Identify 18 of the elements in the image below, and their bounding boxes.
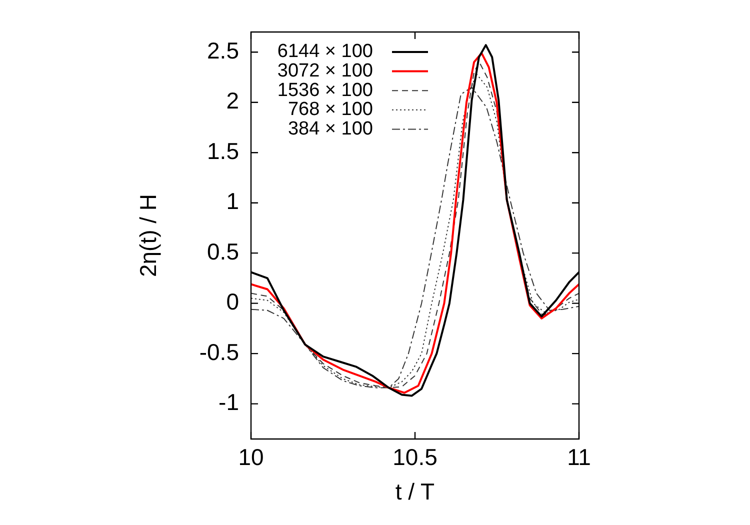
x-tick-label: 10.5 xyxy=(392,444,438,470)
x-axis-title: t / T xyxy=(395,478,435,505)
y-tick-label: -0.5 xyxy=(199,338,239,365)
y-tick-label: 2 xyxy=(226,88,239,114)
y-axis-title: 2η(t) / H xyxy=(135,194,162,278)
y-tick-label: -1 xyxy=(218,389,239,416)
x-tick-label: 10 xyxy=(238,444,264,470)
legend-label: 3072 × 100 xyxy=(277,60,373,82)
legend-label: 384 × 100 xyxy=(288,118,373,140)
y-tick-label: 1 xyxy=(226,188,239,214)
legend-label: 1536 × 100 xyxy=(277,80,373,101)
y-tick-label: 2.5 xyxy=(207,37,239,64)
legend-label: 768 × 100 xyxy=(288,99,373,120)
x-tick-label: 11 xyxy=(567,444,591,470)
y-tick-label: 0 xyxy=(226,288,239,315)
y-tick-label: 1.5 xyxy=(207,138,239,164)
legend-label: 6144 × 100 xyxy=(277,41,373,62)
y-tick-label: 0.5 xyxy=(207,238,239,264)
